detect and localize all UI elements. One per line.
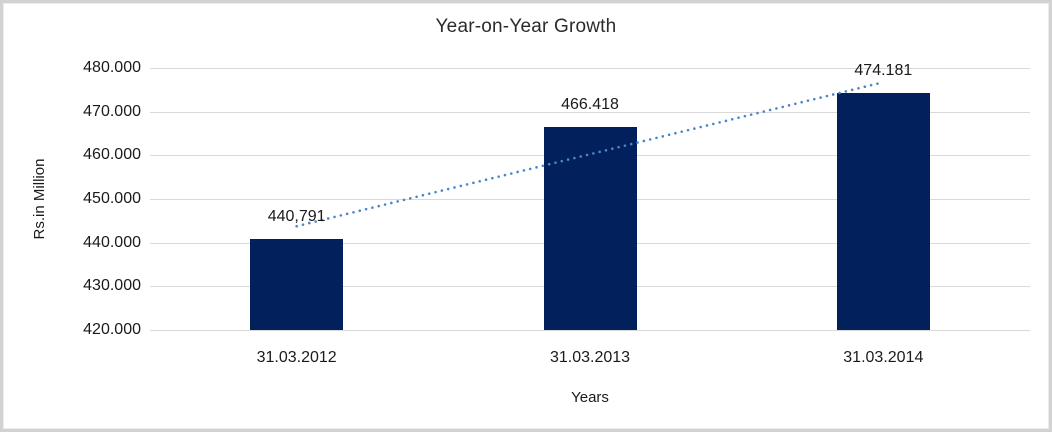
bar-31.03.2013 [543,127,637,330]
trendline [295,82,880,228]
x-tick-label: 31.03.2013 [549,349,631,366]
gridline [150,68,1030,69]
bar-31.03.2014 [836,93,930,330]
chart-title: Year-on-Year Growth [435,16,617,37]
x-tick-label: 31.03.2012 [256,349,337,366]
y-tick-label: 430.000 [83,277,141,295]
trendline-path [295,82,880,228]
bar-data-label: 440,791 [267,208,326,226]
y-tick-label: 420.000 [83,321,141,338]
y-tick-label: 460.000 [83,146,141,164]
y-tick-label: 440.000 [83,233,141,251]
y-tick-label: 470.000 [83,102,141,120]
bar-data-label: 474.181 [854,62,913,80]
y-tick-label: 450.000 [83,190,141,207]
gridline [150,111,1030,113]
x-tick-label: 31.03.2014 [843,349,924,366]
plot-area [150,68,1030,331]
bar-data-label: 466.418 [561,96,619,114]
y-tick-label: 480.000 [83,59,141,76]
bar-31.03.2012 [250,239,344,330]
x-axis-title: Years [571,389,609,406]
gridline [150,330,1030,331]
